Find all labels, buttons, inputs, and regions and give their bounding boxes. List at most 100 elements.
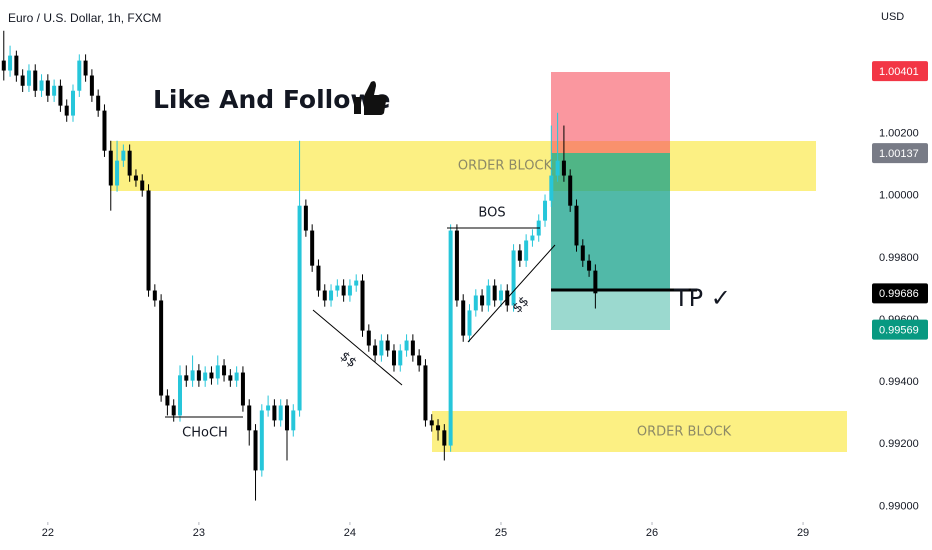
candle-body	[39, 80, 44, 91]
candle-body	[133, 175, 138, 181]
candle-body	[140, 180, 145, 191]
candle-body	[234, 372, 239, 381]
candle-body	[486, 285, 491, 306]
candle-body	[492, 285, 497, 301]
candle-body	[568, 175, 573, 206]
candle-body	[473, 295, 478, 311]
x-tick-label: 25	[495, 527, 507, 539]
y-tick-label: 0.99200	[879, 438, 919, 450]
candle-body	[171, 405, 176, 416]
candle-body	[417, 355, 422, 366]
candle-body	[77, 60, 82, 91]
candle-body	[410, 340, 415, 356]
candle-body	[561, 160, 566, 176]
y-tick-label: 0.99800	[879, 252, 919, 264]
candle-body	[448, 230, 453, 446]
candle-body	[177, 375, 182, 416]
candle-body	[404, 340, 409, 351]
candle-body	[587, 260, 592, 271]
candle-body	[555, 160, 560, 176]
candle-body	[335, 285, 340, 291]
candle-body	[121, 150, 126, 161]
candle-body	[102, 110, 107, 151]
candle-body	[354, 280, 359, 286]
candle-body	[429, 420, 434, 426]
y-tick-label: 1.00000	[879, 190, 919, 202]
candle-body	[347, 285, 352, 296]
y-tick-label: 0.99000	[879, 500, 919, 512]
price-badge	[872, 61, 928, 82]
price-badge-label: 0.99569	[879, 325, 919, 337]
candle-body	[524, 240, 529, 261]
candle-body	[574, 205, 579, 246]
order-block-zone	[110, 141, 816, 191]
axes: 2223242526291.002001.000000.998000.99600…	[42, 61, 928, 539]
trend-line	[312, 309, 403, 386]
thumbs-up-icon	[354, 81, 387, 115]
price-badge-label: 0.99686	[879, 288, 919, 300]
candle-body	[228, 375, 233, 381]
candle-body	[190, 370, 195, 381]
candle-body	[543, 200, 548, 221]
candle-body	[159, 300, 164, 396]
candle-body	[165, 395, 170, 406]
candle-body	[58, 85, 63, 106]
candle-body	[89, 75, 94, 96]
price-badge-label: 1.00137	[879, 148, 919, 160]
candle-body	[310, 230, 315, 266]
candle-body	[52, 85, 57, 96]
candle-body	[366, 330, 371, 346]
candle-body	[297, 205, 302, 411]
candle-body	[580, 245, 585, 261]
candle-body	[71, 90, 76, 116]
candle-body	[272, 405, 277, 421]
y-tick-label: 1.00200	[879, 128, 919, 140]
candle-body	[247, 405, 252, 431]
candle-body	[64, 105, 69, 116]
candle-body	[593, 270, 598, 294]
price-badge	[872, 319, 928, 340]
candle-body	[480, 295, 485, 306]
tp-label: TP ✓	[673, 284, 731, 312]
stop-zone	[551, 72, 670, 153]
candle-body	[26, 70, 31, 86]
price-badge	[872, 283, 928, 304]
candle-body	[196, 370, 201, 381]
candle-body	[423, 365, 428, 421]
choch-label: CHoCH	[182, 426, 228, 441]
price-badge	[872, 143, 928, 164]
candle-body	[360, 280, 365, 331]
candle-body	[398, 350, 403, 366]
candle-body	[278, 405, 283, 421]
target-filled-zone	[551, 153, 670, 290]
x-tick-label: 22	[42, 527, 54, 539]
candle-body	[530, 235, 535, 241]
candle-body	[259, 410, 264, 471]
candle-body	[436, 425, 441, 431]
candle-body	[8, 55, 13, 71]
currency-label: USD	[881, 11, 904, 23]
candles	[1, 30, 598, 501]
candle-body	[549, 175, 554, 201]
headline: Like And Followe	[153, 85, 390, 114]
zone-label: ORDER BLOCK	[637, 425, 732, 440]
candle-body	[45, 80, 50, 96]
candle-body	[14, 55, 19, 76]
candle-body	[329, 290, 334, 301]
trend-line	[467, 244, 556, 343]
x-tick-label: 26	[646, 527, 658, 539]
candle-body	[1, 60, 6, 71]
candle-body	[152, 290, 157, 301]
candle-body	[291, 410, 296, 431]
candle-body	[222, 365, 227, 376]
candle-body	[461, 300, 466, 336]
candle-body	[454, 230, 459, 301]
candle-body	[115, 160, 120, 186]
candle-body	[240, 372, 245, 406]
price-badge-label: 1.00401	[879, 66, 919, 78]
candle-body	[511, 250, 516, 306]
